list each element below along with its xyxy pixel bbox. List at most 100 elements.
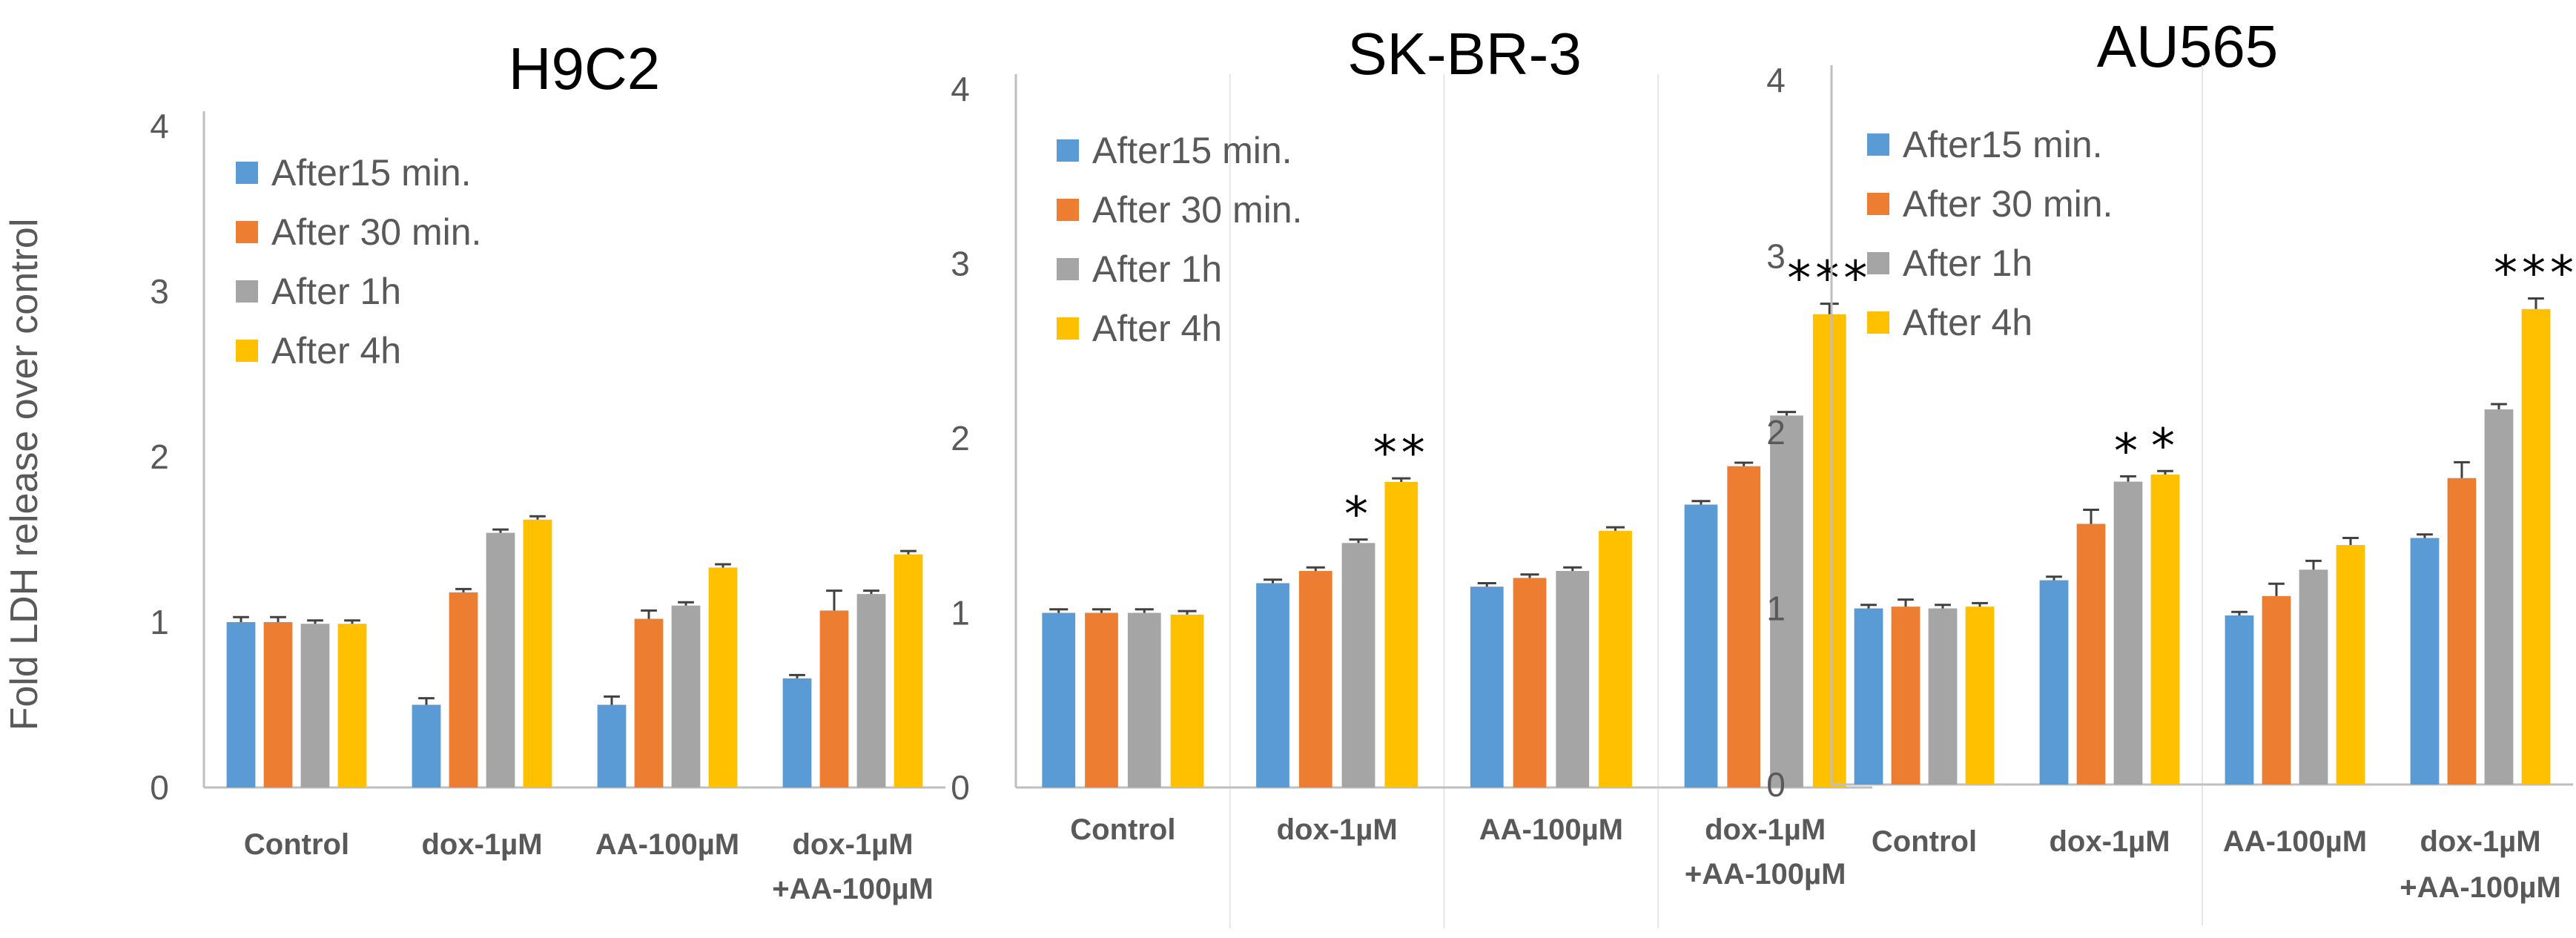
legend-swatch [1057,258,1079,280]
bar-after-30-min-dox-1-m [1298,570,1332,787]
legend-swatch [1867,193,1889,215]
legend-label: After 1h [1092,248,1222,290]
bar-after-4h-dox-1-m-aa-100-m [2521,308,2551,785]
bar-after-30-min-control [263,622,293,787]
bar-after-4h-aa-100-m [2336,545,2365,785]
bar-after-4h-dox-1-m [2150,475,2180,785]
bar-after15-min-dox-1-m [412,704,441,787]
bar-after-1h-dox-1-m [486,532,515,787]
bar-after-4h-dox-1-m-aa-100-m [894,554,923,787]
bar-after-4h-aa-100-m [708,567,738,787]
bar-after-4h-dox-1-m-aa-100-m [1812,314,1846,787]
bar-after-30-min-dox-1-m [2076,524,2106,785]
y-tick-label: 4 [1766,61,1786,99]
x-tick-label: dox-1µM [1705,813,1826,846]
legend-label: After 1h [271,271,401,312]
legend-swatch [236,280,258,303]
bar-after-4h-dox-1-m [1384,481,1419,787]
legend-swatch [1867,252,1889,274]
legend-label: After 30 min. [1903,183,2113,225]
y-tick-label: 3 [951,245,970,283]
bar-after15-min-aa-100-m [2225,615,2254,785]
bar-after-1h-aa-100-m [1556,570,1590,787]
legend-label: After 4h [271,330,401,371]
legend: After15 min. After 30 min. After 1h After 4… [1867,124,2113,343]
bar-after-1h-dox-1-m [2113,481,2143,785]
bar-after-4h-control [337,624,367,787]
x-tick-label: dox-1µM [2420,825,2540,858]
bar-after-30-min-dox-1-m-aa-100-m [2447,478,2477,785]
bar-after15-min-aa-100-m [597,704,627,787]
x-tick-label: Control [244,828,349,861]
bar-after15-min-aa-100-m [1470,587,1504,787]
y-tick-label: 2 [150,437,169,476]
bar-after-30-min-dox-1-m-aa-100-m [1727,466,1761,787]
significance-marker: * [1344,488,1373,543]
y-tick-label: 2 [951,419,970,458]
legend-swatch [236,162,258,184]
y-tick-label: 4 [951,70,970,108]
legend-label: After 4h [1903,302,2032,343]
y-tick-label: 3 [1766,237,1786,276]
legend-label: After15 min. [271,152,472,194]
bar-after-30-min-aa-100-m [2262,595,2291,785]
bar-after-1h-control [1928,608,1958,785]
bar-after-30-min-control [1085,612,1118,787]
bar-after-4h-aa-100-m [1599,530,1632,787]
legend: After15 min. After 30 min. After 1h After 4… [236,152,481,371]
bar-after15-min-dox-1-m-aa-100-m [1684,504,1718,787]
significance-marker: * [2114,424,2142,479]
y-tick-label: 2 [1766,413,1786,452]
bar-after-1h-dox-1-m-aa-100-m [856,594,886,787]
x-tick-label: Control [1070,813,1175,846]
bar-after-30-min-dox-1-m [449,592,478,787]
x-tick-label: dox-1µM [1277,813,1398,846]
significance-marker: ** [1373,426,1430,481]
bar-after-1h-dox-1-m-aa-100-m [1770,415,1803,787]
bar-after-4h-control [1170,614,1204,787]
x-tick-label: Control [1872,825,1977,858]
x-tick-label-line2: +AA-100µM [2400,871,2561,904]
bar-after-1h-control [300,624,330,787]
bar-after15-min-control [1854,608,1883,785]
bar-after15-min-control [1042,612,1076,787]
y-tick-label: 1 [951,594,970,633]
bar-after-30-min-dox-1-m-aa-100-m [819,610,849,787]
legend: After15 min. After 30 min. After 1h After 4… [1057,130,1302,349]
bar-after-4h-control [1965,607,1995,785]
significance-marker: *** [2494,247,2576,302]
x-tick-label: dox-1µM [2049,825,2170,858]
figure-y-axis-label: Fold LDH release over control [3,219,46,731]
legend-label: After15 min. [1092,130,1292,171]
legend-swatch [1867,133,1889,156]
y-tick-label: 0 [1766,765,1786,804]
bar-after15-min-dox-1-m [2039,580,2069,785]
bar-after15-min-control [226,622,256,787]
legend-label: After15 min. [1903,124,2103,165]
bar-after-1h-control [1127,612,1161,787]
y-tick-label: 1 [1766,589,1786,628]
bar-after-30-min-aa-100-m [634,618,664,787]
bar-after15-min-dox-1-m-aa-100-m [2410,538,2440,785]
bar-after15-min-dox-1-m [1256,583,1289,787]
bar-after-30-min-aa-100-m [1513,578,1547,787]
legend-label: After 1h [1903,242,2032,284]
legend-swatch [1867,311,1889,334]
y-tick-label: 1 [150,603,169,641]
x-tick-label: AA-100µM [1479,813,1623,846]
y-tick-label: 0 [951,768,970,807]
legend-label: After 4h [1092,308,1222,349]
x-tick-label-line2: +AA-100µM [772,873,934,905]
bar-after-1h-dox-1-m [1341,543,1375,787]
chart-title: AU565 [2097,13,2279,79]
significance-marker: * [2151,419,2179,474]
legend-swatch [236,340,258,362]
x-tick-label: dox-1µM [792,828,913,861]
legend-swatch [236,221,258,243]
chart-panels: H9C2 0 1 2 3 4 Control dox-1µM AA-100µM dox-1µM +A… [150,13,2576,928]
significance-marker: *** [1787,252,1872,307]
chart-title: H9C2 [509,36,661,102]
y-tick-label: 3 [150,272,169,311]
